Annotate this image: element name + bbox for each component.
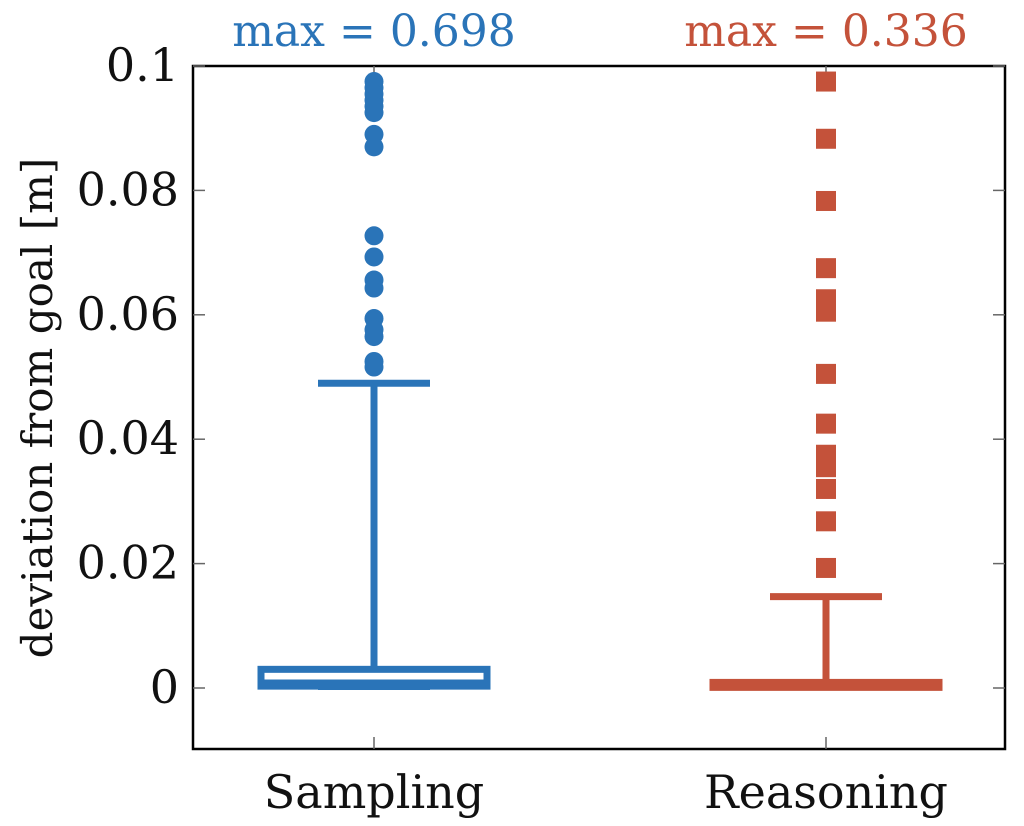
plot-frame (191, 64, 1007, 751)
sampling-max-label: max = 0.698 (232, 6, 516, 57)
reasoning-outlier-point (816, 457, 836, 478)
category-label-reasoning: Reasoning (704, 765, 948, 819)
sampling-outlier-point (364, 226, 384, 246)
reasoning-outlier-point (816, 363, 836, 384)
reasoning-max-label: max = 0.336 (684, 6, 968, 57)
category-label-sampling: Sampling (264, 765, 485, 819)
sampling-outlier-point (364, 327, 384, 347)
reasoning-outlier-point (816, 190, 836, 211)
y-tick-label-2: 0.04 (77, 411, 179, 465)
reasoning-outlier-point (816, 128, 836, 149)
reasoning-outlier-point (816, 557, 836, 578)
reasoning-outlier-point (816, 258, 836, 279)
x-axis-ticks (373, 66, 827, 749)
reasoning-outlier-point (816, 511, 836, 532)
reasoning-outlier-point (816, 301, 836, 322)
sampling-outlier-point (364, 247, 384, 267)
y-tick-label-3: 0.06 (77, 287, 179, 341)
sampling-outlier-point (364, 103, 384, 123)
y-tick-label-5: 0.1 (106, 38, 179, 92)
reasoning-outlier-point (816, 71, 836, 92)
y-tick-label-1: 0.02 (77, 536, 179, 590)
reasoning-outlier-point (816, 478, 836, 499)
reasoning-outlier-point (816, 413, 836, 434)
sampling-outlier-point (364, 137, 384, 157)
sampling-outlier-point (364, 357, 384, 377)
y-axis-ticks: 0 0.02 0.04 0.06 0.08 0.1 (77, 38, 1005, 714)
sampling-outlier-point (364, 278, 384, 298)
y-axis-title: deviation from goal [m] (13, 158, 62, 659)
box-series-group (257, 71, 943, 691)
y-tick-label-0: 0 (150, 660, 179, 714)
y-tick-label-4: 0.08 (77, 162, 179, 216)
